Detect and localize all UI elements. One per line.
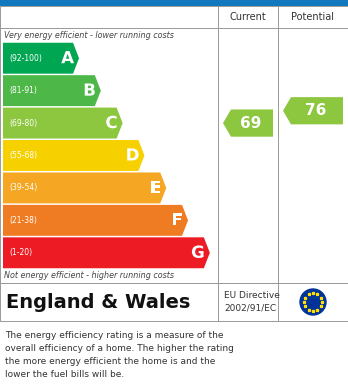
Text: E: E	[150, 179, 161, 197]
Text: (39-54): (39-54)	[9, 183, 37, 192]
Polygon shape	[3, 140, 144, 171]
Text: (21-38): (21-38)	[9, 216, 37, 225]
Polygon shape	[3, 172, 166, 203]
Text: The energy efficiency rating is a measure of the
overall efficiency of a home. T: The energy efficiency rating is a measur…	[5, 331, 234, 379]
Polygon shape	[223, 109, 273, 137]
Text: (55-68): (55-68)	[9, 151, 37, 160]
Bar	[0, 6, 348, 283]
Text: Very energy efficient - lower running costs: Very energy efficient - lower running co…	[4, 30, 174, 39]
Polygon shape	[3, 237, 210, 268]
Text: Current: Current	[230, 12, 266, 22]
Polygon shape	[3, 205, 188, 236]
Text: A: A	[61, 49, 74, 67]
Text: C: C	[105, 114, 118, 132]
Text: Not energy efficient - higher running costs: Not energy efficient - higher running co…	[4, 271, 174, 280]
Text: (81-91): (81-91)	[9, 86, 37, 95]
Text: D: D	[126, 147, 140, 165]
Text: B: B	[83, 82, 96, 100]
Text: Potential: Potential	[292, 12, 334, 22]
Polygon shape	[283, 97, 343, 124]
Polygon shape	[3, 108, 122, 138]
Text: (92-100): (92-100)	[9, 54, 42, 63]
Text: 69: 69	[240, 116, 262, 131]
Bar	[0, 283, 348, 321]
Circle shape	[300, 289, 326, 315]
Text: G: G	[191, 244, 205, 262]
Polygon shape	[3, 75, 101, 106]
Text: EU Directive
2002/91/EC: EU Directive 2002/91/EC	[224, 291, 280, 313]
Text: (1-20): (1-20)	[9, 248, 32, 257]
Text: 76: 76	[305, 103, 327, 118]
Text: England & Wales: England & Wales	[6, 292, 190, 312]
Polygon shape	[3, 43, 79, 74]
Bar	[0, 0, 348, 6]
Text: F: F	[172, 212, 183, 230]
Bar	[0, 6, 348, 283]
Text: (69-80): (69-80)	[9, 118, 37, 127]
